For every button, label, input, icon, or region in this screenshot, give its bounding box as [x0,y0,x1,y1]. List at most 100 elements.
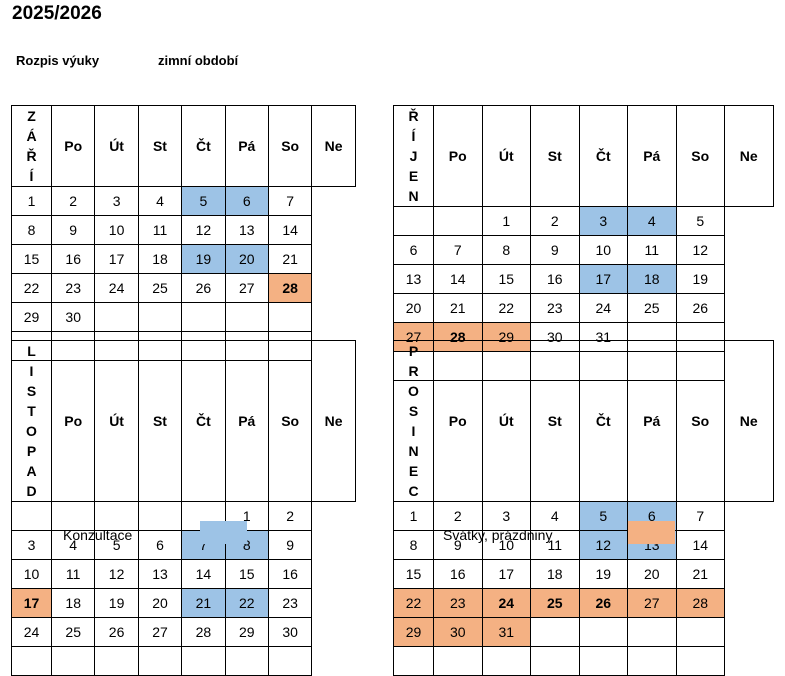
legend-svatky-label: Svátky, prázdniny [443,527,553,543]
month-label: P R O S I N E C [408,343,419,499]
day-cell: 26 [675,293,725,323]
month-label: L I S T O P A D [26,343,37,499]
weekday-header: So [675,340,725,502]
weekday-header: Ne [724,105,774,207]
day-cell: 7 [433,235,483,265]
day-cell [137,646,183,676]
week-row: 15 16 17 18 19 20 21 [393,559,774,589]
day-cell: 11 [530,530,580,560]
day-cell [267,302,313,332]
day-cell: 2 [267,501,313,531]
day-cell: 26 [181,273,226,303]
day-cell: 4 [50,530,96,560]
day-cell: 16 [50,244,96,274]
weekday-header: Ne [311,105,356,187]
day-cell: 15 [11,244,52,274]
day-cell [181,302,226,332]
week-row: 29 30 [11,302,356,332]
day-cell: 25 [137,273,183,303]
day-cell: 20 [224,244,269,274]
day-cell: 24 [481,588,531,618]
month-name-zari: Z Á Ř Í [11,105,52,187]
week-row: 29 30 31 [393,617,774,647]
day-cell: 28 [267,273,313,303]
day-cell: 12 [94,559,139,589]
day-cell [224,302,269,332]
day-cell: 5 [181,186,226,216]
day-cell: 14 [433,264,483,294]
day-cell [578,646,628,676]
day-cell: 23 [433,588,483,618]
day-cell [675,646,725,676]
day-cell: 1 [11,186,52,216]
day-cell: 20 [627,559,677,589]
day-cell: 9 [267,530,313,560]
day-cell [530,617,580,647]
month-name-listopad: L I S T O P A D [11,340,52,502]
day-cell: 12 [181,215,226,245]
day-cell: 12 [675,235,725,265]
weekday-header: St [137,340,183,502]
day-cell: 10 [94,215,139,245]
day-cell: 21 [181,588,226,618]
day-cell: 29 [224,617,269,647]
day-cell: 30 [50,302,96,332]
day-cell [224,646,269,676]
weekday-header: St [530,340,580,502]
day-cell: 29 [11,302,52,332]
day-cell [267,646,313,676]
day-cell: 20 [137,588,183,618]
day-cell [578,617,628,647]
day-cell: 17 [11,588,52,618]
week-row: 24 25 26 27 28 29 30 [11,617,356,647]
day-cell: 29 [393,617,434,647]
day-cell [181,646,226,676]
day-cell: 13 [224,215,269,245]
day-cell [675,617,725,647]
day-cell: 18 [530,559,580,589]
day-cell: 16 [530,264,580,294]
day-cell: 2 [433,501,483,531]
weekday-header: Po [433,105,483,207]
day-cell [481,646,531,676]
day-cell: 8 [393,530,434,560]
weekday-header: Út [481,105,531,207]
day-cell: 3 [578,206,628,236]
page-title: 2025/2026 [12,3,102,24]
week-row: 22 23 24 25 26 27 28 [11,273,356,303]
day-cell [433,206,483,236]
weekday-header: Čt [578,105,628,207]
weekday-header: Ne [311,340,356,502]
day-cell: 22 [224,588,269,618]
day-cell: 10 [11,559,52,589]
day-cell: 23 [530,293,580,323]
day-cell: 14 [181,559,226,589]
day-cell [137,302,183,332]
day-cell [393,206,434,236]
day-cell [627,617,677,647]
day-cell: 30 [267,617,313,647]
day-cell: 7 [267,186,313,216]
day-cell: 19 [94,588,139,618]
day-cell: 11 [627,235,677,265]
week-row: 22 23 24 25 26 27 28 [393,588,774,618]
weekday-header: Po [433,340,483,502]
day-cell: 2 [530,206,580,236]
day-cell [50,646,96,676]
week-row: 10 11 12 13 14 15 16 [11,559,356,589]
day-cell: 30 [433,617,483,647]
week-row: 6 7 8 9 10 11 12 [393,235,774,265]
day-cell: 14 [675,530,725,560]
weekday-header: Út [94,340,139,502]
day-cell: 13 [137,559,183,589]
day-cell: 16 [267,559,313,589]
day-cell [433,646,483,676]
legend-konzultace-swatch [200,521,247,544]
day-cell: 26 [578,588,628,618]
day-cell: 21 [433,293,483,323]
day-cell: 31 [481,617,531,647]
day-cell: 7 [675,501,725,531]
schedule-label: Rozpis výuky [16,53,100,68]
weekday-header: St [530,105,580,207]
